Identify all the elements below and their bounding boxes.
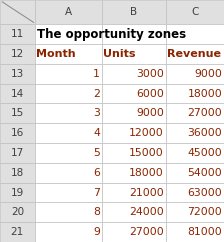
Text: 14: 14 (11, 89, 24, 98)
Bar (35, 24, 102, 44)
Text: 9000: 9000 (194, 69, 222, 79)
Bar (166, 143, 224, 163)
Bar (35, 202, 102, 222)
Text: 19: 19 (11, 188, 24, 197)
Bar (35, 143, 102, 163)
Text: 5: 5 (93, 148, 100, 158)
Bar (0, 103, 35, 123)
Bar (35, 163, 102, 183)
Bar (102, 202, 166, 222)
Text: 3: 3 (93, 108, 100, 118)
Bar (102, 84, 166, 103)
Text: 17: 17 (11, 148, 24, 158)
Bar (166, 84, 224, 103)
Bar (102, 64, 166, 84)
Bar (166, 163, 224, 183)
Bar (35, 84, 102, 103)
Bar (102, 222, 166, 242)
Bar (0, 163, 35, 183)
Text: 54000: 54000 (187, 168, 222, 178)
Text: 45000: 45000 (187, 148, 222, 158)
Text: 16: 16 (11, 128, 24, 138)
Bar (166, 202, 224, 222)
Text: 9000: 9000 (136, 108, 164, 118)
Bar (166, 123, 224, 143)
Bar (0, 84, 35, 103)
Text: The opportunity zones: The opportunity zones (37, 28, 186, 41)
Bar (102, 44, 166, 64)
Bar (166, 222, 224, 242)
Bar (166, 183, 224, 202)
Bar (0, 44, 35, 64)
Text: 27000: 27000 (187, 108, 222, 118)
Text: B: B (130, 7, 137, 17)
Text: 18: 18 (11, 168, 24, 178)
Text: Revenue: Revenue (167, 49, 221, 59)
Text: 27000: 27000 (129, 227, 164, 237)
Bar (0, 64, 35, 84)
Text: 24000: 24000 (129, 207, 164, 217)
Text: 36000: 36000 (187, 128, 222, 138)
Text: 3000: 3000 (136, 69, 164, 79)
Text: 1: 1 (93, 69, 100, 79)
Text: 21: 21 (11, 227, 24, 237)
Text: 8: 8 (93, 207, 100, 217)
Bar (166, 64, 224, 84)
Text: 81000: 81000 (187, 227, 222, 237)
Text: 2: 2 (93, 89, 100, 98)
Text: Month: Month (36, 49, 76, 59)
Bar (166, 103, 224, 123)
Text: 9: 9 (93, 227, 100, 237)
Bar (35, 103, 102, 123)
Bar (166, 0, 224, 24)
Bar (166, 44, 224, 64)
Text: 11: 11 (11, 29, 24, 39)
Text: 20: 20 (11, 207, 24, 217)
Bar (0, 183, 35, 202)
Text: 4: 4 (93, 128, 100, 138)
Text: C: C (191, 7, 198, 17)
Text: Units: Units (103, 49, 136, 59)
Text: 6: 6 (93, 168, 100, 178)
Bar (102, 143, 166, 163)
Bar (35, 123, 102, 143)
Bar (0, 222, 35, 242)
Bar (35, 222, 102, 242)
Text: 18000: 18000 (187, 89, 222, 98)
Text: 72000: 72000 (187, 207, 222, 217)
Bar (0, 143, 35, 163)
Bar (102, 24, 166, 44)
Text: 12000: 12000 (129, 128, 164, 138)
Text: 63000: 63000 (187, 188, 222, 197)
Bar (102, 163, 166, 183)
Bar (35, 183, 102, 202)
Text: A: A (65, 7, 72, 17)
Bar (166, 24, 224, 44)
Bar (35, 0, 102, 24)
Text: 18000: 18000 (129, 168, 164, 178)
Text: 15000: 15000 (129, 148, 164, 158)
Bar (102, 123, 166, 143)
Bar (0, 202, 35, 222)
Text: 15: 15 (11, 108, 24, 118)
Bar (0, 123, 35, 143)
Bar (102, 183, 166, 202)
Text: 6000: 6000 (136, 89, 164, 98)
Text: 13: 13 (11, 69, 24, 79)
Bar (102, 103, 166, 123)
Bar (0, 24, 35, 44)
Bar (0, 0, 35, 24)
Text: 7: 7 (93, 188, 100, 197)
Bar (35, 44, 102, 64)
Bar (35, 64, 102, 84)
Text: 12: 12 (11, 49, 24, 59)
Text: 21000: 21000 (129, 188, 164, 197)
Bar (102, 0, 166, 24)
